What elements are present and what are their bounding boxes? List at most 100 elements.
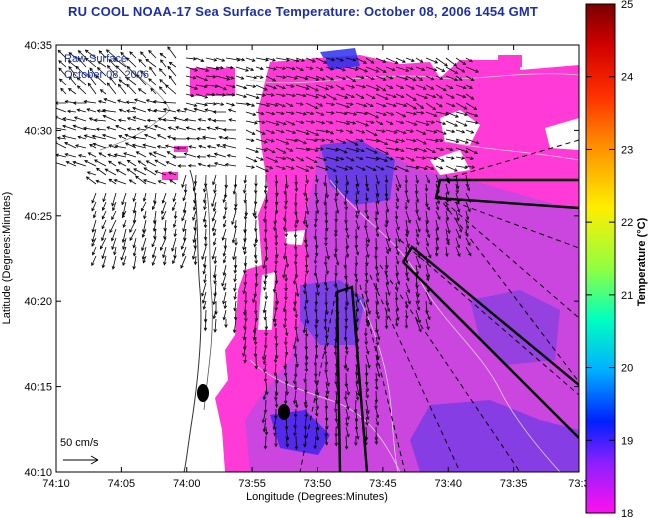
current-vector-head: [309, 66, 314, 70]
current-vector: [455, 174, 459, 189]
current-vector-head: [251, 58, 256, 62]
current-vector-head: [262, 131, 266, 135]
current-vector: [245, 102, 255, 107]
current-vector: [395, 156, 405, 160]
current-vector-head: [324, 405, 329, 410]
current-vector-head: [283, 373, 288, 377]
current-vector-head: [226, 153, 231, 158]
current-vector: [375, 345, 379, 360]
current-vector: [365, 147, 378, 154]
current-vector-head: [203, 206, 207, 211]
current-vector: [245, 75, 257, 79]
current-vector-head: [333, 168, 337, 172]
x-tick-label: 73:50: [304, 478, 332, 490]
current-vector-head: [154, 159, 159, 163]
current-vector-head: [447, 230, 451, 234]
current-vector-head: [346, 416, 350, 421]
current-vector-head: [333, 408, 338, 413]
current-vector: [415, 57, 423, 63]
current-vector: [395, 102, 407, 107]
current-vector-head: [203, 188, 207, 193]
current-vector: [275, 93, 286, 97]
current-vector-head: [354, 142, 359, 146]
current-vector-head: [271, 111, 276, 116]
current-vector: [435, 219, 439, 231]
current-vector-head: [462, 85, 467, 90]
current-vector-head: [404, 305, 409, 309]
current-vector-head: [405, 272, 409, 277]
current-vector: [385, 75, 393, 80]
current-vector: [89, 67, 97, 77]
current-vector-head: [374, 405, 378, 410]
current-vector: [405, 93, 417, 101]
current-vector: [345, 138, 358, 146]
current-vector: [345, 84, 355, 89]
current-vector: [244, 228, 247, 242]
current-vector-head: [253, 243, 257, 248]
current-vector-head: [397, 238, 401, 243]
current-vector: [91, 237, 97, 247]
current-vector-head: [72, 124, 77, 129]
current-vector: [355, 372, 359, 384]
current-vector: [305, 201, 309, 214]
current-vector-head: [197, 127, 201, 131]
current-vector-head: [280, 129, 285, 134]
current-vector: [106, 126, 117, 131]
current-vector: [118, 84, 127, 95]
current-vector: [415, 210, 421, 221]
current-vector-head: [314, 324, 318, 329]
current-vector-head: [455, 190, 459, 194]
current-vector: [465, 129, 474, 134]
current-vector: [435, 120, 446, 125]
current-vector: [265, 111, 275, 115]
current-vector: [375, 165, 385, 171]
current-vector: [365, 417, 368, 426]
current-vector-head: [415, 165, 420, 170]
current-vector-head: [126, 83, 130, 88]
current-vector: [234, 282, 237, 292]
current-vector: [168, 75, 177, 86]
current-vector-head: [384, 179, 389, 184]
current-vector: [365, 372, 368, 385]
current-vector-head: [168, 61, 173, 66]
current-vector: [234, 264, 237, 274]
current-vector-head: [455, 139, 460, 144]
current-vector-head: [169, 179, 173, 183]
current-vector-head: [262, 93, 267, 97]
current-vector: [86, 108, 97, 113]
current-vector-head: [261, 419, 266, 424]
current-vector: [385, 246, 389, 254]
current-vector: [445, 111, 459, 118]
current-vector: [295, 102, 304, 105]
current-vector-head: [260, 66, 264, 71]
current-vector: [264, 210, 267, 222]
current-vector: [415, 255, 421, 268]
current-vector-head: [95, 127, 100, 132]
current-vector-head: [295, 58, 300, 63]
current-vector-head: [203, 327, 208, 332]
current-vector: [198, 145, 207, 149]
current-vector: [244, 273, 247, 286]
current-vector: [213, 309, 217, 319]
current-vector-head: [349, 130, 354, 134]
current-vector: [365, 408, 369, 420]
current-vector-head: [352, 78, 357, 83]
current-vector-head: [407, 219, 411, 224]
current-vector: [173, 219, 177, 228]
current-vector-head: [418, 328, 422, 333]
current-vector: [385, 138, 399, 143]
current-vector: [219, 136, 227, 140]
current-vector: [325, 111, 335, 114]
current-vector-head: [262, 360, 267, 365]
current-vector-head: [419, 59, 424, 63]
current-vector-head: [254, 365, 259, 370]
current-vector-head: [323, 182, 327, 187]
current-vector: [142, 246, 147, 260]
current-vector-head: [159, 52, 164, 57]
current-vector: [203, 183, 207, 192]
current-vector-head: [455, 114, 459, 118]
current-vector: [415, 300, 420, 311]
current-vector: [425, 111, 437, 117]
current-vector-head: [76, 85, 81, 89]
current-vector: [335, 174, 338, 184]
